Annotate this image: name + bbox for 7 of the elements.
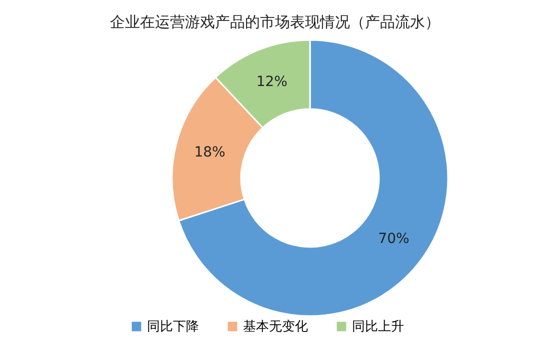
legend-label: 同比上升 [352,320,404,335]
data-label: 12% [256,74,288,90]
chart-title: 企业在运营游戏产品的市场表现情况（产品流水） [110,13,440,31]
legend-label: 基本无变化 [243,320,308,335]
data-label: 18% [194,144,226,160]
data-label: 70% [378,230,410,247]
legend-label: 同比下降 [147,320,199,335]
